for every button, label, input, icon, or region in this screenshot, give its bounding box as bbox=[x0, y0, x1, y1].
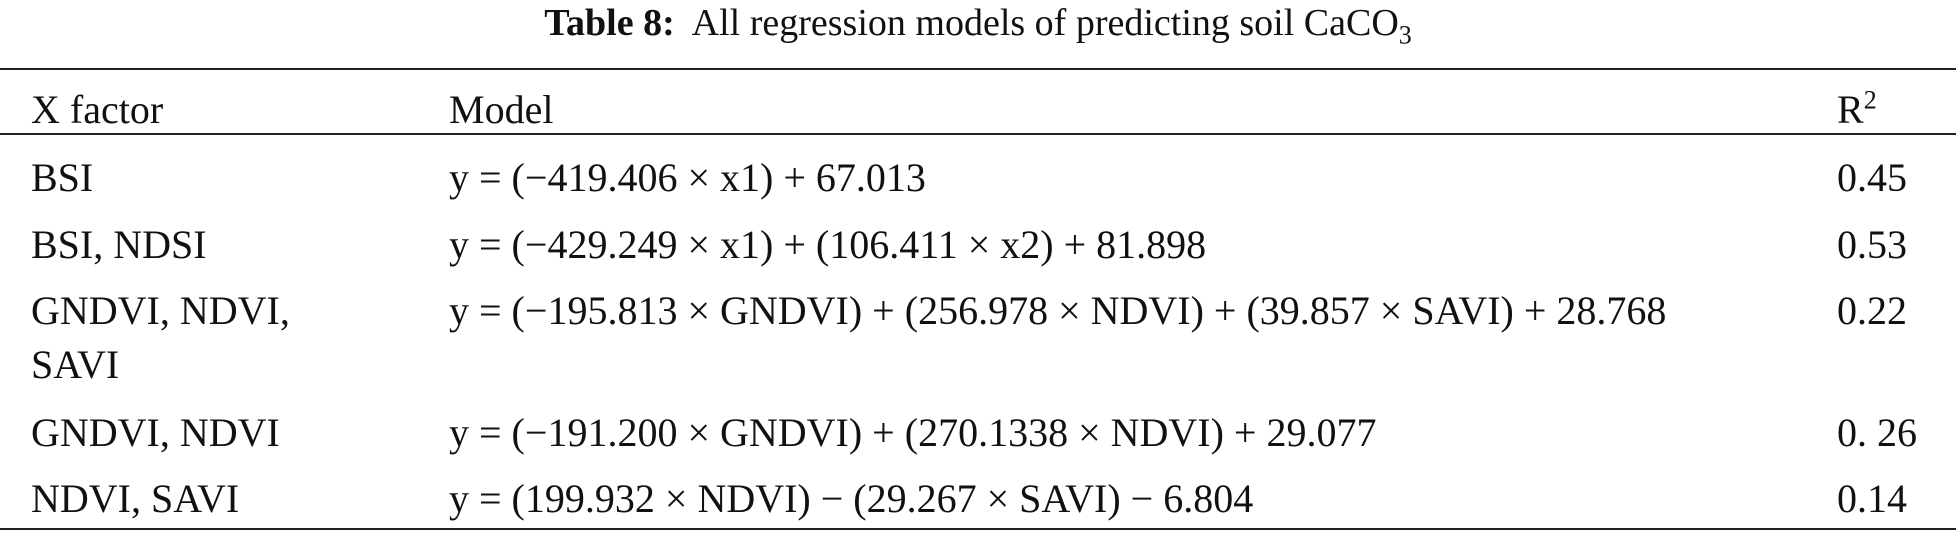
header-cell: Model bbox=[449, 87, 554, 132]
header-cell: X factor bbox=[31, 87, 164, 132]
table-cell: y = (−191.200 × GNDVI) + (270.1338 × NDV… bbox=[449, 410, 1377, 455]
table-cell: y = (−429.249 × x1) + (106.411 × x2) + 8… bbox=[449, 222, 1207, 267]
table-cell: y = (−419.406 × x1) + 67.013 bbox=[449, 155, 926, 200]
table-cell: y = (−195.813 × GNDVI) + (256.978 × NDVI… bbox=[449, 288, 1667, 333]
header-cell: R2 bbox=[1837, 83, 1877, 137]
caption: Table 8: All regression models of predic… bbox=[0, 0, 1956, 48]
table-cell: BSI, NDSI bbox=[31, 222, 207, 267]
caption-subscript: 3 bbox=[1398, 20, 1412, 50]
table-cell: 0.22 bbox=[1837, 288, 1907, 333]
table-cell: y = (199.932 × NDVI) − (29.267 × SAVI) −… bbox=[449, 476, 1254, 521]
table-cell: GNDVI, NDVI bbox=[31, 410, 280, 455]
bottom-rule bbox=[0, 528, 1956, 530]
header-r: R bbox=[1837, 87, 1864, 132]
table-cell: NDVI, SAVI bbox=[31, 476, 240, 521]
table-cell: GNDVI, NDVI, SAVI bbox=[31, 288, 290, 387]
table-cell: 0. 26 bbox=[1837, 410, 1917, 455]
table-cell: 0.14 bbox=[1837, 476, 1907, 521]
table-cell: BSI bbox=[31, 155, 94, 200]
top-rule bbox=[0, 68, 1956, 70]
caption-label: Table 8: bbox=[544, 2, 675, 44]
header-sup: 2 bbox=[1863, 85, 1877, 115]
caption-text: All regression models of predicting soil… bbox=[691, 2, 1399, 44]
table-cell: 0.45 bbox=[1837, 155, 1907, 200]
header-rule bbox=[0, 133, 1956, 135]
table-cell: 0.53 bbox=[1837, 222, 1907, 267]
